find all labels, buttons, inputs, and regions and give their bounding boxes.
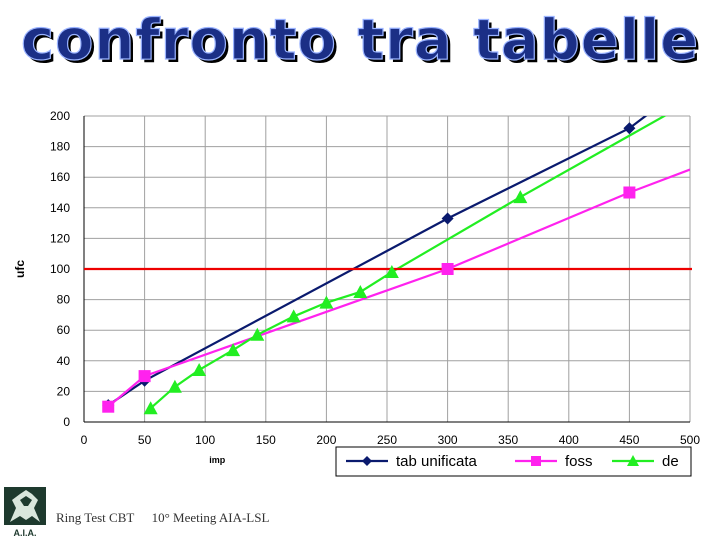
legend-label: foss [565, 453, 593, 470]
data-point [441, 263, 454, 275]
y-tick-label: 20 [57, 384, 71, 398]
data-point [513, 190, 528, 204]
data-point [623, 122, 636, 135]
data-point [250, 327, 265, 341]
y-tick-label: 40 [57, 354, 71, 368]
y-tick-label: 180 [50, 140, 70, 154]
legend-marker [362, 456, 372, 466]
series-line [149, 116, 667, 410]
y-tick-label: 100 [50, 262, 70, 276]
data-point [286, 309, 301, 323]
slide-title: confronto tra tabelle [20, 7, 700, 73]
line-chart: 0 20 40 60 80 100 120 140 160 180 200 0 50 100 150 200 2… [13, 109, 700, 477]
data-point [143, 401, 158, 415]
y-tick-label: 160 [50, 170, 70, 184]
data-point [441, 212, 454, 225]
x-tick-label: 300 [438, 433, 458, 447]
footer: Ring Test CBT 10° Meeting AIA-LSL [56, 510, 283, 526]
y-axis-title: ufc [13, 260, 27, 278]
footer-right-text: 10° Meeting AIA-LSL [151, 510, 270, 525]
legend-marker [627, 455, 639, 466]
data-point [226, 343, 241, 357]
data-point [319, 295, 334, 309]
data-point [192, 362, 207, 376]
y-tick-label: 80 [57, 293, 71, 307]
x-tick-label: 350 [498, 433, 518, 447]
legend-marker [531, 456, 541, 466]
y-tick-label: 0 [63, 415, 70, 429]
y-tick-label: 140 [50, 201, 70, 215]
data-point [102, 400, 115, 413]
x-tick-label: 50 [138, 433, 152, 447]
data-point [138, 370, 151, 383]
logo-text: A.I.A. [13, 528, 36, 538]
y-tick-label: 60 [57, 323, 71, 337]
data-point [384, 265, 399, 279]
data-point [353, 284, 368, 298]
x-tick-label: 500 [680, 433, 700, 447]
x-tick-label: 150 [256, 433, 276, 447]
y-tick-label: 120 [50, 231, 70, 245]
x-tick-label: 200 [316, 433, 336, 447]
x-tick-label: 400 [559, 433, 579, 447]
footer-left-text: Ring Test CBT [56, 510, 135, 525]
legend-label: de [662, 453, 679, 470]
legend: tab unificata foss de [335, 446, 692, 477]
data-point [623, 186, 636, 199]
x-axis-title: imp [209, 455, 226, 465]
y-tick-label: 200 [50, 109, 70, 123]
series-lines [107, 116, 690, 410]
x-tick-label: 0 [81, 433, 88, 447]
aia-logo: A.I.A. [4, 487, 46, 538]
x-tick-label: 450 [619, 433, 639, 447]
x-tick-label: 100 [195, 433, 215, 447]
legend-label: tab unificata [396, 453, 478, 470]
x-tick-label: 250 [377, 433, 397, 447]
data-point [167, 379, 182, 393]
